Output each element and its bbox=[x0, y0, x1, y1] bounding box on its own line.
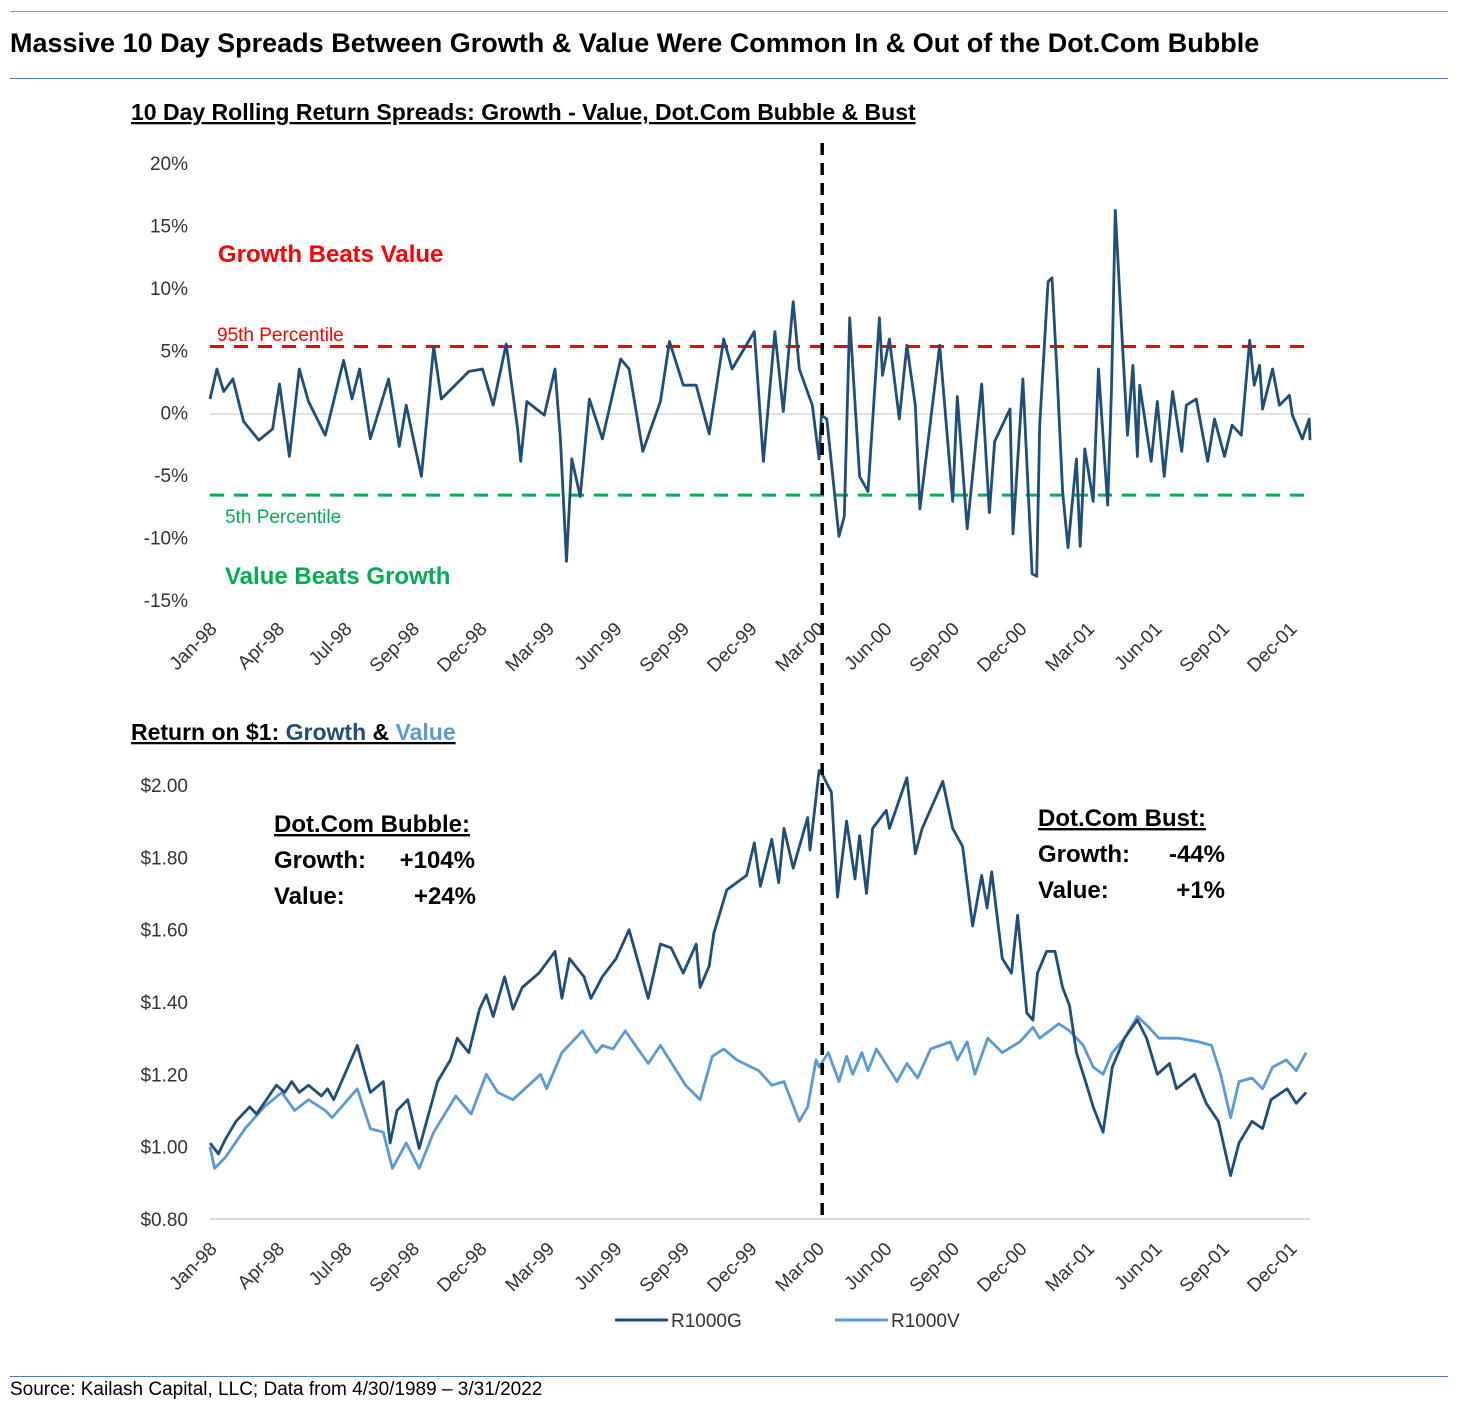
spread-series-line bbox=[208, 209, 1312, 578]
legend-label-r1000v: R1000V bbox=[891, 1311, 960, 1332]
title-amp: & bbox=[366, 719, 395, 745]
x-tick-label: Jun-01 bbox=[1111, 619, 1167, 675]
x-tick-label: Sep-00 bbox=[906, 1239, 964, 1297]
x-tick-label: Sep-01 bbox=[1176, 1239, 1234, 1297]
x-tick-label: Jan-98 bbox=[166, 619, 222, 675]
bubble-growth-value: +104% bbox=[400, 847, 475, 874]
bubble-heading: Dot.Com Bubble: bbox=[274, 811, 470, 838]
y-tick-label: $2.00 bbox=[140, 776, 188, 797]
x-tick-label: Mar-00 bbox=[772, 619, 829, 676]
value-beats-growth-label: Value Beats Growth bbox=[225, 563, 450, 590]
x-tick-label: Jun-99 bbox=[571, 1239, 627, 1295]
y-tick-label: -15% bbox=[144, 591, 188, 612]
bust-growth-label: Growth: bbox=[1038, 841, 1130, 868]
bust-growth-value: -44% bbox=[1169, 841, 1225, 868]
x-tick-label: Sep-99 bbox=[636, 1239, 694, 1297]
y-tick-label: 20% bbox=[150, 154, 188, 175]
bubble-value-value: +24% bbox=[414, 883, 476, 910]
x-tick-label: Jun-00 bbox=[841, 1239, 897, 1295]
y-tick-label: $1.60 bbox=[140, 921, 188, 942]
title-prefix: Return on $1: bbox=[131, 719, 286, 745]
x-tick-label: Sep-98 bbox=[366, 1239, 424, 1297]
y-tick-label: $0.80 bbox=[140, 1210, 188, 1231]
y-tick-label: -5% bbox=[154, 466, 188, 487]
x-tick-label: Jun-00 bbox=[841, 619, 897, 675]
return-chart-title: Return on $1: Growth & Value bbox=[131, 719, 456, 745]
page-title: Massive 10 Day Spreads Between Growth & … bbox=[10, 28, 1260, 58]
y-tick-label: $1.80 bbox=[140, 848, 188, 869]
top-rule bbox=[10, 11, 1448, 12]
bust-heading: Dot.Com Bust: bbox=[1038, 805, 1206, 832]
bust-value-value: +1% bbox=[1176, 877, 1225, 904]
y-tick-label: $1.40 bbox=[140, 993, 188, 1014]
x-tick-label: Sep-00 bbox=[906, 619, 964, 677]
growth-beats-value-label: Growth Beats Value bbox=[218, 241, 443, 268]
source-note: Source: Kailash Capital, LLC; Data from … bbox=[10, 1379, 543, 1400]
x-tick-label: Mar-99 bbox=[502, 1239, 559, 1296]
y-axis: 20% 15% 10% 5% 0% -5% -10% -15% bbox=[144, 154, 188, 612]
y-tick-label: 5% bbox=[161, 341, 189, 362]
y-tick-label: $1.20 bbox=[140, 1065, 188, 1086]
title-growth: Growth bbox=[286, 719, 367, 745]
x-tick-label: Dec-98 bbox=[433, 619, 491, 677]
x-tick-label: Mar-01 bbox=[1042, 619, 1099, 676]
legend-label-r1000g: R1000G bbox=[671, 1311, 742, 1332]
x-tick-label: Jul-98 bbox=[305, 619, 356, 670]
r1000g-series-line bbox=[208, 769, 1308, 1177]
x-tick-label: Dec-01 bbox=[1243, 619, 1301, 677]
x-tick-label: Dec-00 bbox=[973, 619, 1031, 677]
y-tick-label: 0% bbox=[161, 404, 189, 425]
x-tick-label: Mar-01 bbox=[1042, 1239, 1099, 1296]
x-tick-label: Sep-01 bbox=[1176, 619, 1234, 677]
spread-chart-title: 10 Day Rolling Return Spreads: Growth - … bbox=[131, 99, 916, 125]
bubble-annotation: Dot.Com Bubble: Growth: +104% Value: +24… bbox=[274, 811, 476, 910]
x-tick-label: Jan-98 bbox=[166, 1239, 222, 1295]
bust-value-label: Value: bbox=[1038, 877, 1109, 904]
bust-annotation: Dot.Com Bust: Growth: -44% Value: +1% bbox=[1038, 805, 1225, 904]
return-chart: Return on $1: Growth & Value $2.00$1.80$… bbox=[131, 719, 1310, 1332]
y-axis: $2.00 $1.80 $1.60 $1.40 $1.20 $1.00 $0.80 bbox=[140, 776, 188, 1231]
bubble-growth-label: Growth: bbox=[274, 847, 366, 874]
y-tick-label: 10% bbox=[150, 279, 188, 300]
title-value: Value bbox=[396, 719, 456, 745]
x-tick-label: Sep-99 bbox=[636, 619, 694, 677]
x-tick-label: Sep-98 bbox=[366, 619, 424, 677]
x-tick-label: Dec-99 bbox=[703, 1239, 761, 1297]
x-tick-label: Dec-00 bbox=[973, 1239, 1031, 1297]
x-tick-label: Jun-01 bbox=[1111, 1239, 1167, 1295]
x-tick-label: Mar-99 bbox=[502, 619, 559, 676]
x-tick-label: Dec-01 bbox=[1243, 1239, 1301, 1297]
r1000v-series-line bbox=[208, 1015, 1308, 1170]
title-rule bbox=[10, 78, 1448, 79]
x-axis: Jan-98 Apr-98 Jul-98 Sep-98 Dec-98 Mar-99 Jun-… bbox=[166, 1239, 1302, 1297]
x-tick-label: Jun-99 bbox=[571, 619, 627, 675]
x-tick-label: Jul-98 bbox=[305, 1239, 356, 1290]
y-tick-label: $1.00 bbox=[140, 1138, 188, 1159]
spread-chart: 10 Day Rolling Return Spreads: Growth - … bbox=[131, 99, 1312, 677]
bubble-value-label: Value: bbox=[274, 883, 345, 910]
footer-rule bbox=[10, 1376, 1448, 1377]
x-tick-label: Apr-98 bbox=[234, 619, 289, 674]
y-tick-label: 15% bbox=[150, 216, 188, 237]
x-tick-label: Dec-98 bbox=[433, 1239, 491, 1297]
x-tick-label: Mar-00 bbox=[772, 1239, 829, 1296]
x-tick-label: Apr-98 bbox=[234, 1239, 289, 1294]
x-axis: Jan-98 Apr-98 Jul-98 Sep-98 Dec-98 Mar-99 Jun-… bbox=[166, 619, 1302, 677]
95th-percentile-label: 95th Percentile bbox=[217, 325, 344, 346]
x-tick-label: Dec-99 bbox=[703, 619, 761, 677]
legend: R1000G R1000V bbox=[615, 1311, 960, 1332]
5th-percentile-label: 5th Percentile bbox=[225, 507, 341, 528]
y-tick-label: -10% bbox=[144, 529, 188, 550]
